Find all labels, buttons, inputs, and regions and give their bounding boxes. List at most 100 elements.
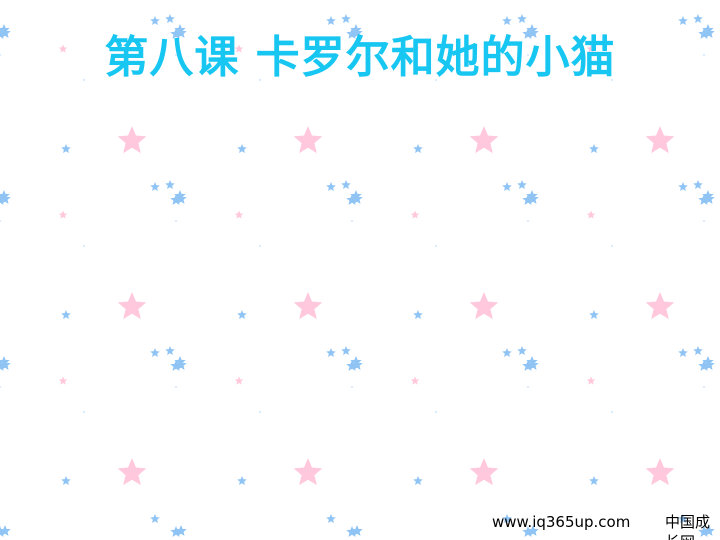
star-icon <box>0 220 1 222</box>
star-icon <box>150 514 160 524</box>
star-icon <box>517 180 527 190</box>
star-icon <box>589 144 599 154</box>
star-icon <box>350 24 362 35</box>
star-icon <box>117 292 147 320</box>
star-icon <box>174 24 186 35</box>
star-icon <box>117 126 147 154</box>
star-icon <box>0 194 6 205</box>
star-icon <box>410 44 420 53</box>
star-icon <box>589 310 599 320</box>
star-icon <box>293 458 323 486</box>
star-icon <box>526 24 538 35</box>
star-icon <box>586 376 596 385</box>
star-icon <box>522 194 534 205</box>
star-icon <box>527 54 529 56</box>
star-icon <box>293 126 323 154</box>
star-icon <box>527 386 529 388</box>
star-icon <box>611 411 613 413</box>
star-icon <box>341 346 351 356</box>
star-icon <box>502 16 512 26</box>
star-icon <box>83 79 85 81</box>
star-icon <box>698 360 710 371</box>
star-icon <box>58 210 68 219</box>
star-icon <box>326 16 336 26</box>
star-icon <box>0 386 1 388</box>
star-icon <box>350 356 362 367</box>
star-icon <box>678 182 688 192</box>
star-icon <box>0 356 10 367</box>
star-icon <box>346 194 358 205</box>
star-icon <box>350 190 362 201</box>
star-icon <box>175 54 177 56</box>
star-icon <box>678 348 688 358</box>
star-icon <box>645 126 675 154</box>
star-icon <box>61 144 71 154</box>
star-icon <box>469 292 499 320</box>
star-icon <box>293 292 323 320</box>
star-icon <box>526 356 538 367</box>
star-icon <box>435 411 437 413</box>
star-icon <box>0 54 1 56</box>
star-icon <box>435 79 437 81</box>
star-icon <box>586 210 596 219</box>
star-icon <box>341 14 351 24</box>
star-icon <box>58 44 68 53</box>
star-icon <box>645 458 675 486</box>
star-icon <box>174 356 186 367</box>
star-icon <box>703 54 705 56</box>
star-icon <box>678 16 688 26</box>
star-icon <box>703 220 705 222</box>
star-icon <box>170 360 182 371</box>
star-icon <box>435 245 437 247</box>
star-icon <box>469 458 499 486</box>
star-icon <box>150 182 160 192</box>
star-icon <box>702 24 714 35</box>
star-icon <box>410 376 420 385</box>
star-icon <box>346 360 358 371</box>
star-icon <box>517 346 527 356</box>
star-icon <box>150 16 160 26</box>
star-icon <box>170 526 182 537</box>
star-icon <box>351 54 353 56</box>
star-icon <box>413 476 423 486</box>
star-icon <box>678 514 688 524</box>
star-icon <box>0 526 6 537</box>
star-icon <box>237 310 247 320</box>
star-icon <box>702 190 714 201</box>
star-icon <box>413 310 423 320</box>
star-icon <box>469 126 499 154</box>
footer-site-name: 中国成长网 <box>665 513 711 540</box>
star-icon <box>693 346 703 356</box>
star-icon <box>259 411 261 413</box>
star-icon <box>522 526 534 537</box>
star-icon <box>410 210 420 219</box>
star-icon <box>698 28 710 39</box>
star-icon <box>693 14 703 24</box>
star-icon <box>0 24 10 35</box>
star-icon <box>0 360 6 371</box>
star-icon <box>83 411 85 413</box>
star-icon <box>237 144 247 154</box>
star-icon <box>0 190 10 201</box>
star-icon <box>117 458 147 486</box>
star-icon <box>259 245 261 247</box>
star-icon <box>611 245 613 247</box>
star-icon <box>61 310 71 320</box>
star-icon <box>58 376 68 385</box>
star-icon <box>237 476 247 486</box>
star-icon <box>175 220 177 222</box>
footer-url: www.iq365up.com <box>492 513 631 531</box>
star-icon <box>259 79 261 81</box>
star-icon <box>326 182 336 192</box>
star-icon <box>346 28 358 39</box>
star-icon <box>693 180 703 190</box>
star-icon <box>341 180 351 190</box>
star-icon <box>611 79 613 81</box>
star-icon <box>698 526 710 537</box>
star-icon <box>698 194 710 205</box>
star-icon <box>522 28 534 39</box>
star-icon <box>326 348 336 358</box>
star-icon <box>83 245 85 247</box>
